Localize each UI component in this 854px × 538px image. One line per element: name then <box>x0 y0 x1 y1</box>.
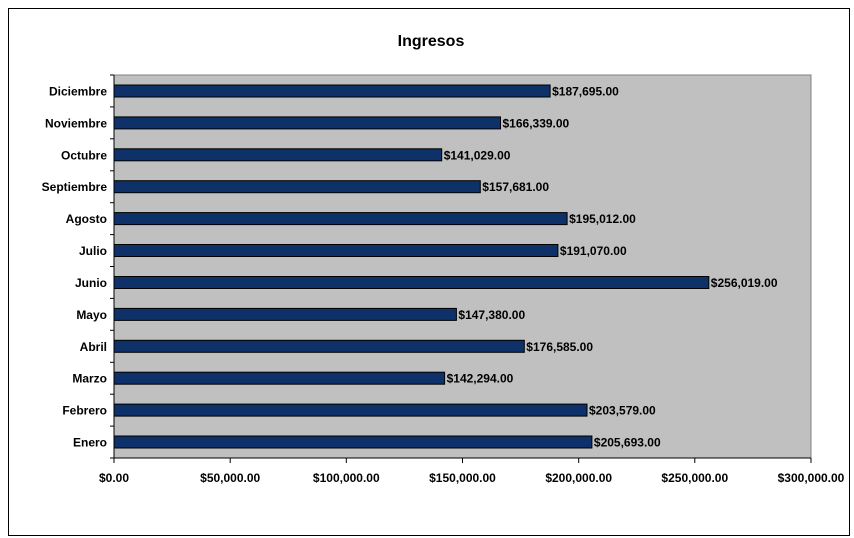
data-label-noviembre: $166,339.00 <box>503 116 570 130</box>
x-tick-label: $200,000.00 <box>545 471 612 485</box>
axes-group: Enero Febrero Marzo Abril Mayo Junio Julio Agos… <box>42 74 845 485</box>
data-label-marzo: $142,294.00 <box>447 372 514 386</box>
bars-group: $205,693.00 $203,579.00 $142,294.00 $176,58… <box>113 84 778 450</box>
bar-septiembre <box>113 180 481 194</box>
bar-enero <box>113 435 593 449</box>
x-tick-label: $150,000.00 <box>429 471 496 485</box>
bar-junio <box>113 276 710 289</box>
bar-noviembre <box>113 116 501 130</box>
x-tick-label: $50,000.00 <box>200 471 260 485</box>
category-label-diciembre: Diciembre <box>49 85 107 99</box>
data-label-abril: $176,585.00 <box>526 340 593 354</box>
category-label-julio: Julio <box>79 244 107 258</box>
bar-julio <box>113 244 559 257</box>
bar-agosto <box>113 212 568 226</box>
x-tick-label: $250,000.00 <box>661 471 728 485</box>
category-label-noviembre: Noviembre <box>45 116 107 130</box>
x-tick-label: $0.00 <box>99 471 129 485</box>
data-label-diciembre: $187,695.00 <box>552 85 619 99</box>
bar-mayo <box>113 307 457 321</box>
bar-febrero <box>113 403 588 417</box>
data-label-febrero: $203,579.00 <box>589 404 656 418</box>
bar-octubre <box>113 148 443 162</box>
plot-area <box>113 74 812 459</box>
x-tick-label: $300,000.00 <box>778 471 845 485</box>
bar-marzo <box>113 371 446 385</box>
x-tick-label: $100,000.00 <box>313 471 380 485</box>
category-label-abril: Abril <box>80 340 107 354</box>
bar-diciembre <box>113 84 551 98</box>
category-label-febrero: Febrero <box>62 404 107 418</box>
category-label-octubre: Octubre <box>61 148 107 162</box>
data-label-septiembre: $157,681.00 <box>482 180 549 194</box>
data-label-agosto: $195,012.00 <box>569 212 636 226</box>
data-label-octubre: $141,029.00 <box>444 148 511 162</box>
data-label-julio: $191,070.00 <box>560 244 627 258</box>
category-label-enero: Enero <box>73 436 107 450</box>
category-label-mayo: Mayo <box>76 308 107 322</box>
category-label-junio: Junio <box>75 276 107 290</box>
data-label-junio: $256,019.00 <box>711 276 778 290</box>
bar-abril <box>113 339 525 353</box>
chart-title: Ingresos <box>398 33 465 50</box>
category-label-marzo: Marzo <box>72 372 107 386</box>
category-label-agosto: Agosto <box>66 212 107 226</box>
data-label-mayo: $147,380.00 <box>458 308 525 322</box>
data-label-enero: $205,693.00 <box>594 436 661 450</box>
category-label-septiembre: Septiembre <box>42 180 108 194</box>
